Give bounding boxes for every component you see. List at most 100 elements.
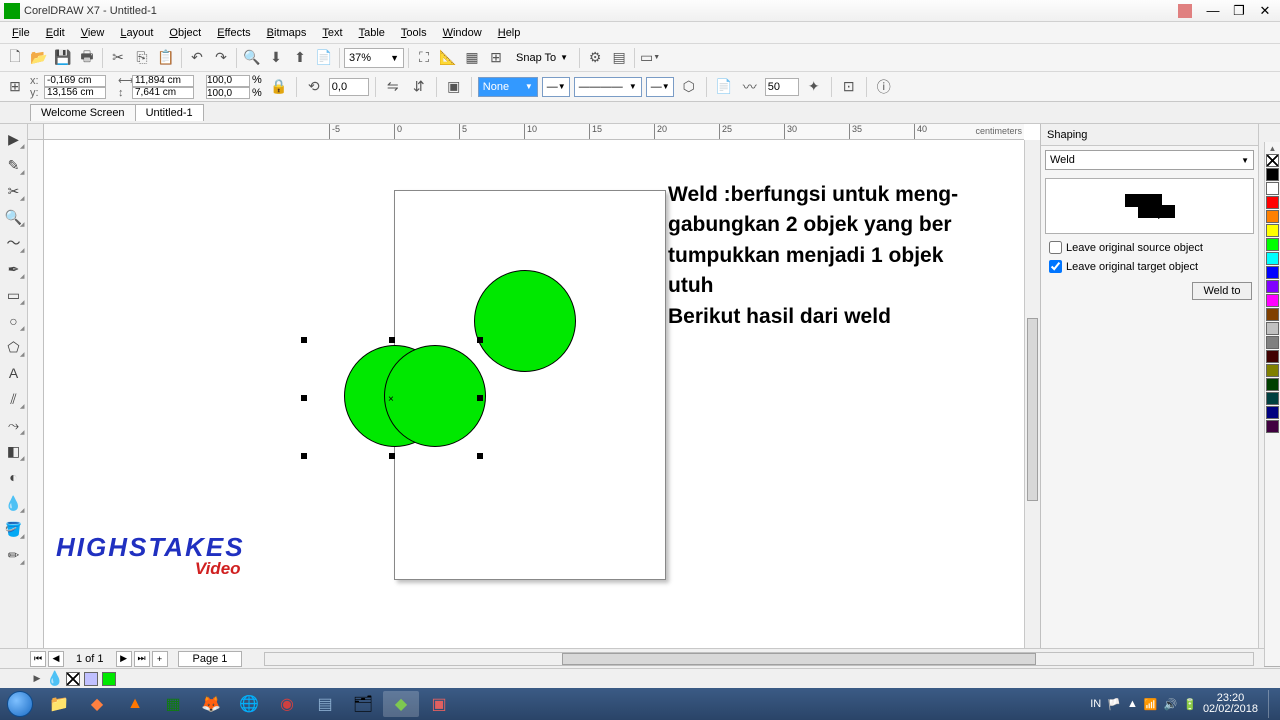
nudge-input[interactable]: [765, 78, 799, 96]
color-swatch[interactable]: [1266, 210, 1279, 223]
object-props-icon[interactable]: ⓘ: [873, 76, 895, 98]
color-swatch[interactable]: [1266, 308, 1279, 321]
color-swatch[interactable]: [1266, 364, 1279, 377]
task-chrome-icon[interactable]: 🌐: [231, 691, 267, 717]
menu-layout[interactable]: Layout: [112, 27, 161, 39]
convert-icon[interactable]: ✦: [803, 76, 825, 98]
color-swatch[interactable]: [1266, 378, 1279, 391]
start-button[interactable]: [0, 688, 40, 720]
leave-target-checkbox[interactable]: Leave original target object: [1049, 260, 1250, 273]
ellipse-object[interactable]: [474, 270, 576, 372]
color-swatch[interactable]: [1266, 350, 1279, 363]
x-input[interactable]: [44, 75, 106, 87]
pick-tool-icon[interactable]: ▶◢: [2, 127, 26, 151]
app-launcher-icon[interactable]: ▭ ▼: [639, 47, 661, 69]
menu-view[interactable]: View: [73, 27, 113, 39]
shaping-operation-combo[interactable]: Weld▼: [1045, 150, 1254, 170]
color-swatch[interactable]: [1266, 154, 1279, 167]
scale-y-input[interactable]: [206, 87, 250, 99]
wrap-text-icon[interactable]: 📄: [713, 76, 735, 98]
page-first-button[interactable]: ⏮: [30, 651, 46, 667]
guides-icon[interactable]: ⊞: [485, 47, 507, 69]
cut-icon[interactable]: ✂: [107, 47, 129, 69]
vertical-ruler[interactable]: [28, 140, 44, 648]
doc-palette-swatch[interactable]: [66, 672, 80, 686]
ellipse-tool-icon[interactable]: ○◢: [2, 309, 26, 333]
weld-to-button[interactable]: Weld to: [1192, 282, 1252, 300]
color-swatch[interactable]: [1266, 322, 1279, 335]
menu-tools[interactable]: Tools: [393, 27, 435, 39]
close-button[interactable]: ✕: [1256, 4, 1274, 18]
search-icon[interactable]: 🔍: [241, 47, 263, 69]
wrap-combo[interactable]: None▼: [478, 77, 538, 97]
selection-handle[interactable]: [389, 453, 395, 459]
minimize-button[interactable]: —: [1204, 4, 1222, 18]
task-app2-icon[interactable]: ◉: [269, 691, 305, 717]
page-next-button[interactable]: ▶: [116, 651, 132, 667]
task-excel-icon[interactable]: ▦: [155, 691, 191, 717]
tray-battery-icon[interactable]: 🔋: [1183, 698, 1197, 711]
page-tab[interactable]: Page 1: [178, 651, 243, 667]
selection-handle[interactable]: [301, 453, 307, 459]
launcher-icon[interactable]: ▤: [608, 47, 630, 69]
color-swatch[interactable]: [1266, 266, 1279, 279]
undo-icon[interactable]: ↶: [186, 47, 208, 69]
parallel-tool-icon[interactable]: ⫽◢: [2, 387, 26, 411]
options-icon[interactable]: ⚙: [584, 47, 606, 69]
text-tool-icon[interactable]: A: [2, 361, 26, 385]
leave-source-checkbox[interactable]: Leave original source object: [1049, 241, 1250, 254]
eyedropper-palette-icon[interactable]: 💧: [48, 668, 62, 690]
ellipse-object[interactable]: [384, 345, 486, 447]
menu-object[interactable]: Object: [161, 27, 209, 39]
copy-icon[interactable]: ⎘: [131, 47, 153, 69]
mirror-h-icon[interactable]: ⇋: [382, 76, 404, 98]
y-input[interactable]: [44, 87, 106, 99]
color-swatch[interactable]: [1266, 168, 1279, 181]
color-swatch[interactable]: [1266, 392, 1279, 405]
scale-x-input[interactable]: [206, 75, 250, 87]
fill-tool-icon[interactable]: 🪣◢: [2, 517, 26, 541]
open-icon[interactable]: 📂: [28, 47, 50, 69]
task-explorer-icon[interactable]: 📁: [41, 691, 77, 717]
selection-handle[interactable]: [301, 337, 307, 343]
rulers-icon[interactable]: 📐: [437, 47, 459, 69]
menu-help[interactable]: Help: [490, 27, 529, 39]
page-last-button[interactable]: ⏭: [134, 651, 150, 667]
mirror-v-icon[interactable]: ⇵: [408, 76, 430, 98]
outline-tool-icon[interactable]: ✏◢: [2, 543, 26, 567]
paste-icon[interactable]: 📋: [155, 47, 177, 69]
transparency-tool-icon[interactable]: ◐: [2, 465, 26, 489]
fullscreen-icon[interactable]: ⛶: [413, 47, 435, 69]
width-input[interactable]: [132, 75, 194, 87]
doc-palette-swatch[interactable]: [84, 672, 98, 686]
color-swatch[interactable]: [1266, 238, 1279, 251]
color-swatch[interactable]: [1266, 280, 1279, 293]
zoom-tool-icon[interactable]: 🔍◢: [2, 205, 26, 229]
freehand-tool-icon[interactable]: 〜◢: [2, 231, 26, 255]
task-app1-icon[interactable]: ◆: [79, 691, 115, 717]
tab-welcome[interactable]: Welcome Screen: [30, 104, 136, 121]
task-app3-icon[interactable]: ▤: [307, 691, 343, 717]
export-icon[interactable]: ⬆: [289, 47, 311, 69]
menu-text[interactable]: Text: [314, 27, 350, 39]
selection-handle[interactable]: [301, 395, 307, 401]
publish-icon[interactable]: 📄: [313, 47, 335, 69]
selection-handle[interactable]: [389, 337, 395, 343]
color-swatch[interactable]: [1266, 420, 1279, 433]
save-icon[interactable]: 💾: [52, 47, 74, 69]
lock-ratio-icon[interactable]: 🔒: [268, 76, 290, 98]
tray-flag-icon[interactable]: 🏳️: [1107, 698, 1121, 711]
color-swatch[interactable]: [1266, 196, 1279, 209]
print-icon[interactable]: 🖶: [76, 47, 98, 69]
eyedropper-tool-icon[interactable]: 💧◢: [2, 491, 26, 515]
tray-network-icon[interactable]: 📶: [1144, 698, 1158, 711]
ruler-origin[interactable]: [28, 124, 44, 140]
polygon-tool-icon[interactable]: ⬠◢: [2, 335, 26, 359]
rectangle-tool-icon[interactable]: ▭◢: [2, 283, 26, 307]
lang-indicator[interactable]: IN: [1090, 698, 1101, 710]
task-corel-icon[interactable]: ◆: [383, 691, 419, 717]
task-folder-icon[interactable]: 🗂: [345, 691, 381, 717]
menu-table[interactable]: Table: [351, 27, 393, 39]
menu-window[interactable]: Window: [435, 27, 490, 39]
page-prev-button[interactable]: ◀: [48, 651, 64, 667]
